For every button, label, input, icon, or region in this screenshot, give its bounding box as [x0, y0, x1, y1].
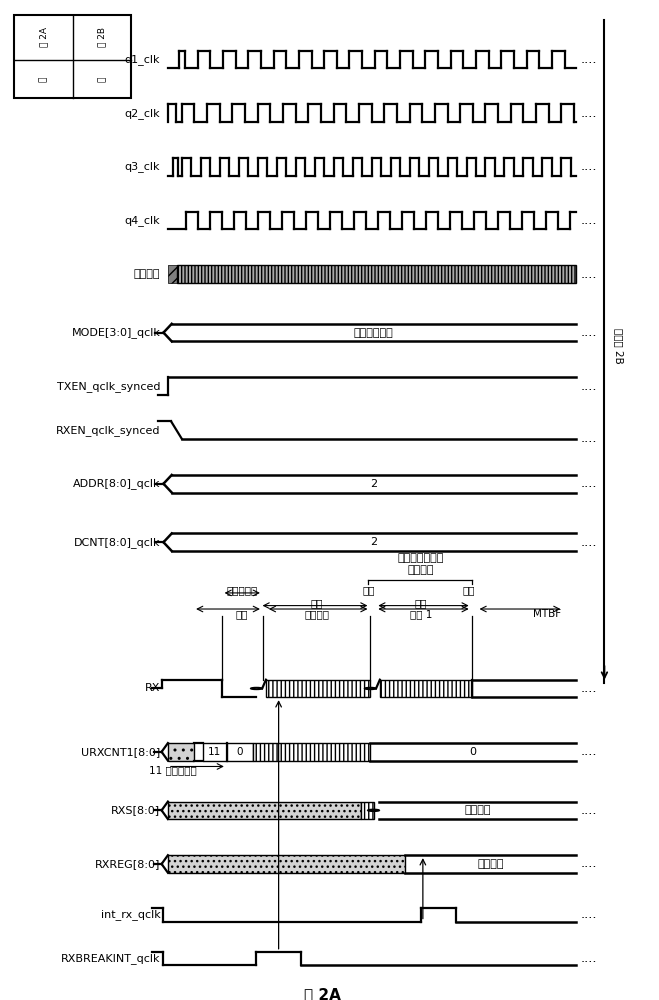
Text: RXBREAKINT_qclk: RXBREAKINT_qclk	[61, 953, 160, 964]
Text: ....: ....	[581, 380, 598, 393]
Text: ....: ....	[581, 326, 598, 339]
Text: q2_clk: q2_clk	[125, 108, 160, 119]
Text: 起始代码: 起始代码	[465, 805, 491, 815]
Text: 11: 11	[208, 747, 221, 757]
Text: 分隔后进行: 分隔后进行	[226, 585, 258, 595]
Text: DCNT[8:0]_qclk: DCNT[8:0]_qclk	[74, 537, 160, 548]
Text: 图 2B: 图 2B	[98, 27, 107, 47]
Text: q4_clk: q4_clk	[125, 215, 160, 226]
Text: ....: ....	[581, 857, 598, 870]
Text: 2: 2	[370, 479, 378, 489]
Bar	[168, 802, 361, 819]
Bar	[177, 265, 576, 283]
Bar	[203, 743, 227, 761]
Text: 由于地址不匹配: 由于地址不匹配	[398, 553, 444, 563]
Text: 分隔: 分隔	[236, 609, 248, 619]
Text: ....: ....	[581, 432, 598, 445]
Text: 图: 图	[39, 77, 48, 82]
Text: ....: ....	[581, 804, 598, 817]
Text: RX: RX	[145, 683, 160, 693]
Text: 图 2: 图 2	[16, 12, 39, 26]
Text: ....: ....	[581, 908, 598, 921]
Text: URXCNT1[8:0]: URXCNT1[8:0]	[81, 747, 160, 757]
Text: 下接图 2B: 下接图 2B	[614, 328, 623, 364]
Bar	[266, 680, 370, 697]
Text: 数字多路复用: 数字多路复用	[354, 328, 393, 338]
Text: ....: ....	[581, 952, 598, 965]
Bar	[168, 855, 405, 873]
Text: 起始代码: 起始代码	[304, 609, 329, 619]
Text: 而被忽略: 而被忽略	[408, 566, 434, 576]
Text: ....: ....	[581, 107, 598, 120]
Text: ADDR[8:0]_qclk: ADDR[8:0]_qclk	[73, 478, 160, 489]
Text: ....: ....	[581, 53, 598, 66]
Text: 0: 0	[470, 747, 476, 757]
Text: ....: ....	[581, 536, 598, 549]
Text: 图 2A: 图 2A	[39, 27, 48, 47]
Text: 2: 2	[370, 537, 378, 547]
Bar	[253, 743, 370, 761]
Text: 图 2A: 图 2A	[304, 987, 341, 1000]
Bar	[168, 743, 194, 761]
Text: 停止: 停止	[362, 585, 375, 595]
Text: 起始代码: 起始代码	[477, 859, 504, 869]
Text: int_rx_qclk: int_rx_qclk	[101, 909, 160, 920]
Text: RXREG[8:0]: RXREG[8:0]	[95, 859, 160, 869]
Bar	[380, 680, 472, 697]
Text: 停止: 停止	[462, 585, 474, 595]
Text: 波特时钟: 波特时钟	[134, 269, 160, 279]
Bar	[361, 802, 374, 819]
Text: 0: 0	[237, 747, 243, 757]
Text: ....: ....	[581, 745, 598, 758]
Text: 起始: 起始	[310, 598, 323, 608]
Text: 起始: 起始	[415, 598, 427, 608]
Text: q3_clk: q3_clk	[125, 161, 160, 172]
Text: ....: ....	[581, 214, 598, 227]
Text: ....: ....	[581, 682, 598, 695]
Text: TXEN_qclk_synced: TXEN_qclk_synced	[57, 381, 160, 392]
Text: RXEN_qclk_synced: RXEN_qclk_synced	[56, 425, 160, 436]
Text: MODE[3:0]_qclk: MODE[3:0]_qclk	[71, 327, 160, 338]
Text: ....: ....	[581, 160, 598, 173]
Text: q1_clk: q1_clk	[125, 54, 160, 65]
Text: ....: ....	[581, 477, 598, 490]
Text: 信道 1: 信道 1	[410, 609, 432, 619]
Bar	[227, 743, 253, 761]
Text: 11 个时钟分隔: 11 个时钟分隔	[149, 765, 196, 775]
Text: RXS[8:0]: RXS[8:0]	[111, 805, 160, 815]
Bar	[14, 15, 131, 98]
Text: ....: ....	[581, 268, 598, 281]
Text: 图: 图	[98, 77, 107, 82]
Bar	[168, 265, 177, 283]
Text: MTBF: MTBF	[533, 609, 561, 619]
